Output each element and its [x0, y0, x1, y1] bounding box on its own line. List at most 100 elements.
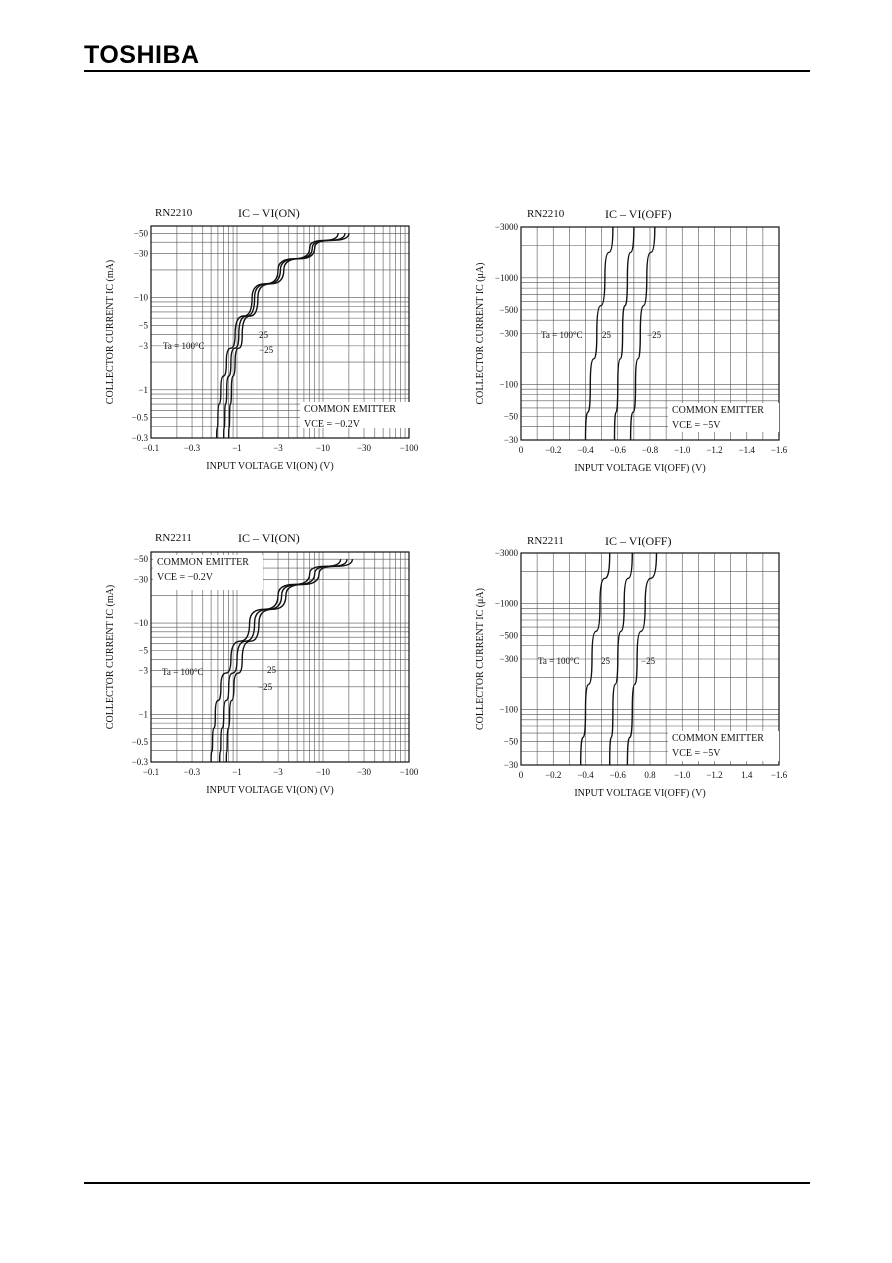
x-tick-label: 1.4 — [741, 770, 753, 780]
x-tick-label: −0.8 — [642, 445, 659, 455]
x-tick-label: −1.6 — [771, 770, 788, 780]
x-axis-label: INPUT VOLTAGE VI(OFF) (V) — [574, 463, 705, 474]
y-tick-label: −100 — [499, 379, 518, 389]
series-label: Ta = 100°C — [162, 667, 204, 677]
x-axis-label: INPUT VOLTAGE VI(ON) (V) — [206, 785, 333, 796]
y-tick-label: −500 — [499, 630, 518, 640]
y-tick-label: −1 — [138, 385, 148, 395]
x-tick-label: −3 — [273, 767, 283, 777]
series-label: Ta = 100°C — [541, 330, 583, 340]
x-tick-label: −100 — [400, 443, 419, 453]
x-tick-label: −1 — [232, 443, 242, 453]
x-tick-label: −0.3 — [184, 767, 201, 777]
x-tick-label: −0.4 — [577, 770, 594, 780]
annotation-vce: VCE = −5V — [672, 748, 721, 759]
y-tick-label: −30 — [134, 249, 149, 259]
x-axis-label: INPUT VOLTAGE VI(ON) (V) — [206, 461, 333, 472]
x-tick-label: −0.3 — [184, 443, 201, 453]
annotation-common-emitter: COMMON EMITTER — [304, 404, 396, 415]
chart-part-number: RN2210 — [527, 208, 565, 220]
x-tick-label: 0 — [519, 770, 524, 780]
x-tick-label: 0 — [519, 445, 524, 455]
x-tick-label: −30 — [357, 767, 372, 777]
y-tick-label: −50 — [134, 228, 149, 238]
y-axis-label: COLLECTOR CURRENT IC (mA) — [105, 585, 116, 729]
y-axis-label: COLLECTOR CURRENT IC (mA) — [105, 260, 116, 404]
x-tick-label: −0.6 — [610, 445, 627, 455]
series-line — [584, 226, 614, 441]
series-label: 25 — [259, 330, 269, 340]
series-label: −25 — [259, 345, 274, 355]
annotation-box — [300, 402, 410, 428]
plot-frame — [520, 552, 780, 766]
x-tick-label: −1.2 — [706, 770, 722, 780]
y-tick-label: −5 — [138, 645, 148, 655]
chart-title: IC – VI(OFF) — [605, 534, 671, 548]
x-tick-label: −0.4 — [577, 445, 594, 455]
x-tick-label: −10 — [316, 443, 331, 453]
y-tick-label: −10 — [134, 293, 149, 303]
x-tick-label: −1.0 — [674, 445, 691, 455]
plot-frame — [150, 225, 410, 439]
chart-title: IC – VI(ON) — [238, 531, 300, 545]
series-label: Ta = 100°C — [163, 341, 205, 351]
series-line — [219, 559, 348, 763]
y-tick-label: −5 — [138, 320, 148, 330]
x-tick-label: −3 — [273, 443, 283, 453]
x-tick-label: −0.1 — [143, 767, 159, 777]
y-tick-label: −30 — [504, 760, 519, 770]
annotation-box — [668, 403, 779, 432]
annotation-vce: VCE = −5V — [672, 420, 721, 431]
series-line — [210, 559, 342, 763]
series-line — [629, 226, 656, 441]
y-tick-label: −10 — [134, 618, 149, 628]
series-label: 25 — [601, 656, 611, 666]
series-line — [225, 559, 354, 763]
y-tick-label: −3 — [138, 341, 148, 351]
y-axis-label: COLLECTOR CURRENT IC (μA) — [475, 588, 486, 730]
x-tick-label: −10 — [316, 767, 331, 777]
y-tick-label: −100 — [499, 705, 518, 715]
y-tick-label: −1 — [138, 709, 148, 719]
chart-part-number: RN2211 — [155, 532, 192, 544]
chart-part-number: RN2211 — [527, 535, 564, 547]
y-tick-label: −300 — [499, 329, 518, 339]
y-tick-label: −3000 — [495, 222, 519, 232]
annotation-vce: VCE = −0.2V — [157, 572, 214, 583]
y-tick-label: −300 — [499, 654, 518, 664]
x-tick-label: −1.4 — [739, 445, 756, 455]
x-tick-label: −1.2 — [706, 445, 722, 455]
x-tick-label: −30 — [357, 443, 372, 453]
chart-part-number: RN2210 — [155, 207, 193, 219]
x-tick-label: −0.6 — [610, 770, 627, 780]
x-tick-label: −0.1 — [143, 443, 159, 453]
x-tick-label: −0.2 — [545, 770, 561, 780]
x-tick-label: 0.8 — [644, 770, 656, 780]
y-tick-label: −1000 — [495, 599, 519, 609]
y-tick-label: −50 — [504, 736, 519, 746]
series-label: −25 — [258, 682, 273, 692]
x-axis-label: INPUT VOLTAGE VI(OFF) (V) — [574, 788, 705, 799]
series-line — [609, 552, 633, 766]
y-tick-label: −30 — [134, 574, 149, 584]
series-label: 25 — [602, 330, 612, 340]
header-rule — [84, 70, 810, 72]
series-label: Ta = 100°C — [538, 656, 580, 666]
series-label: −25 — [647, 330, 662, 340]
y-tick-label: −30 — [504, 435, 519, 445]
y-tick-label: −500 — [499, 305, 518, 315]
y-tick-label: −3 — [138, 666, 148, 676]
plot-frame — [150, 551, 410, 763]
plot-frame — [520, 226, 780, 441]
series-line — [626, 552, 658, 766]
y-tick-label: −0.3 — [132, 757, 149, 767]
y-tick-label: −0.3 — [132, 433, 149, 443]
y-tick-label: −0.5 — [132, 413, 149, 423]
x-tick-label: −1.6 — [771, 445, 788, 455]
x-tick-label: −100 — [400, 767, 419, 777]
x-tick-label: −0.2 — [545, 445, 561, 455]
annotation-vce: VCE = −0.2V — [304, 419, 361, 430]
